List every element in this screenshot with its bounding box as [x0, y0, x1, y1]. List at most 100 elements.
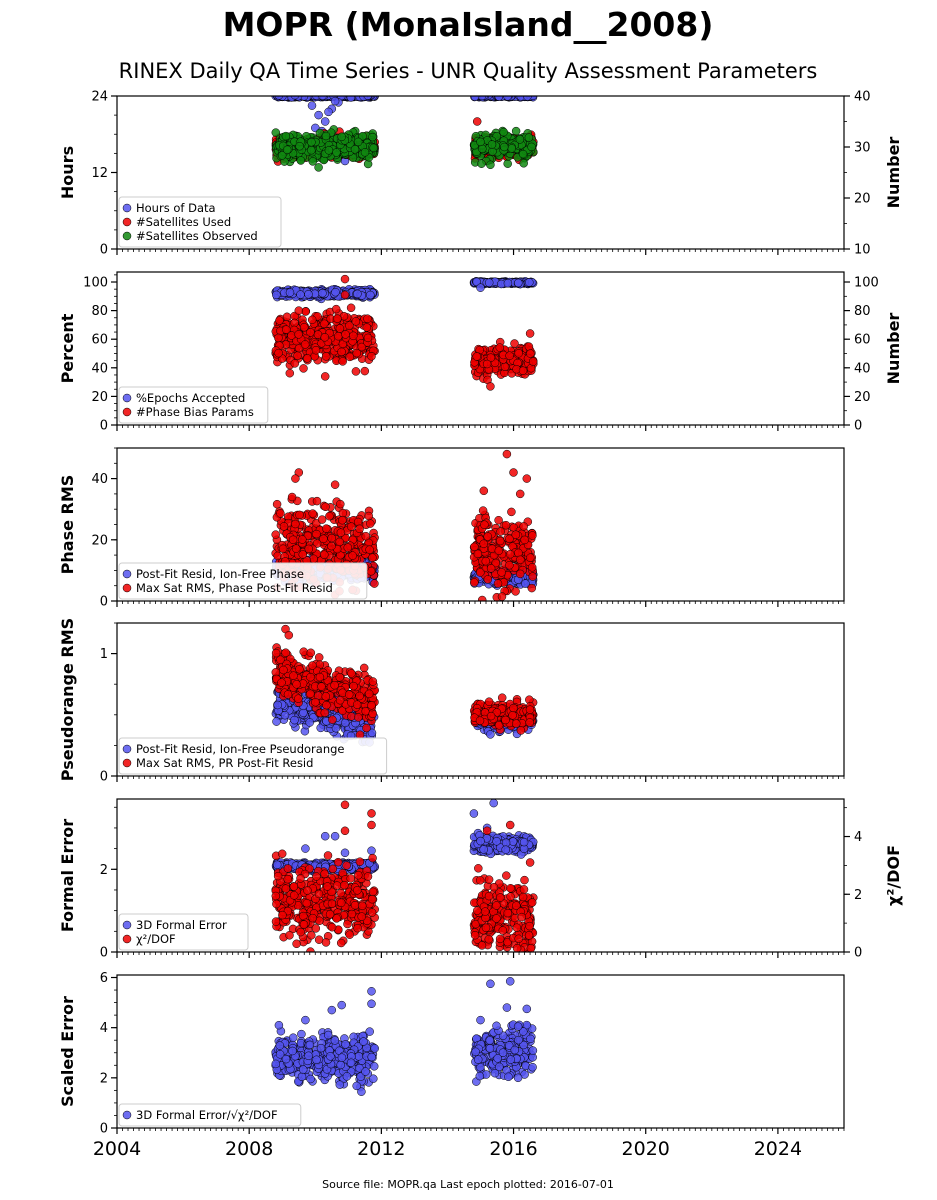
data-point: [493, 579, 503, 588]
data-point: [290, 96, 300, 100]
legend-label: %Epochs Accepted: [136, 391, 245, 405]
data-point: [363, 333, 373, 343]
data-point: [499, 127, 508, 137]
data-point: [318, 96, 327, 101]
data-point: [514, 278, 523, 288]
y-right-tick-label: 60: [854, 333, 871, 348]
data-point: [338, 508, 348, 518]
data-point: [524, 342, 534, 351]
data-point: [476, 137, 485, 147]
data-point: [516, 555, 525, 565]
data-point: [472, 117, 482, 126]
data-point: [520, 535, 529, 545]
y-tick-label: 0: [100, 419, 108, 434]
data-point: [494, 546, 504, 555]
data-point: [527, 563, 537, 572]
data-point: [281, 131, 291, 141]
data-point: [505, 351, 514, 360]
y-right-axis-label: Number: [884, 313, 903, 385]
y-right-tick-label: 40: [854, 361, 871, 376]
data-point: [518, 366, 528, 375]
data-point: [497, 592, 507, 601]
data-point: [362, 323, 372, 332]
data-point: [274, 348, 283, 358]
legend-marker: [122, 217, 132, 227]
series-red: [271, 274, 538, 391]
data-point: [479, 486, 489, 496]
legend-label: Post-Fit Resid, Ion-Free Phase: [136, 567, 304, 581]
data-point: [321, 131, 331, 141]
data-point: [307, 101, 317, 110]
data-point: [346, 96, 356, 102]
data-point: [298, 550, 308, 559]
data-point: [332, 148, 341, 157]
data-point: [335, 537, 344, 547]
data-point: [366, 519, 375, 528]
data-point: [295, 141, 304, 151]
data-point: [299, 323, 309, 332]
data-point: [294, 330, 303, 339]
figure-subtitle: RINEX Daily QA Time Series - UNR Quality…: [119, 59, 818, 83]
data-points: [271, 624, 538, 747]
data-point: [334, 331, 343, 341]
data-point: [515, 569, 525, 579]
data-point: [351, 317, 361, 326]
y-right-tick-label: 20: [854, 390, 871, 405]
data-point: [312, 496, 322, 506]
data-point: [367, 352, 376, 361]
data-point: [526, 553, 535, 562]
data-point: [331, 287, 340, 297]
data-point: [294, 306, 304, 315]
data-point: [353, 137, 363, 147]
data-point: [279, 522, 289, 531]
data-point: [320, 333, 330, 342]
data-point: [290, 359, 300, 368]
data-point: [487, 140, 497, 149]
legend-marker: [122, 203, 132, 213]
data-point: [319, 534, 328, 544]
data-point: [278, 544, 288, 554]
data-point: [470, 96, 480, 101]
data-point: [494, 515, 503, 525]
data-point: [322, 524, 331, 533]
data-point: [314, 163, 323, 172]
series-blue: [271, 277, 538, 304]
data-point: [285, 368, 295, 378]
data-point: [368, 553, 377, 562]
data-point: [337, 347, 346, 357]
y-right-tick-label: 40: [854, 90, 871, 105]
data-point: [337, 132, 346, 142]
data-point: [497, 568, 506, 577]
data-point: [524, 133, 534, 142]
data-point: [335, 324, 345, 333]
data-point: [321, 502, 330, 512]
y-tick-label: 40: [91, 472, 108, 487]
legend-label: Hours of Data: [136, 201, 216, 215]
data-point: [470, 578, 479, 587]
y-tick-label: 40: [91, 361, 108, 376]
data-point: [291, 474, 300, 483]
data-point: [360, 366, 370, 376]
legend-label: #Satellites Used: [136, 215, 231, 229]
data-point: [358, 131, 367, 141]
data-point: [274, 96, 284, 100]
data-point: [484, 278, 494, 287]
data-point: [507, 507, 516, 517]
data-point: [528, 572, 537, 581]
data-point: [330, 96, 340, 106]
data-point: [363, 314, 372, 323]
y-tick-label: 100: [83, 276, 108, 291]
data-point: [503, 159, 512, 168]
data-point: [526, 349, 535, 358]
legend-marker: [122, 393, 132, 403]
data-point: [365, 545, 374, 554]
data-point: [486, 160, 495, 170]
data-point: [324, 107, 333, 117]
data-point: [476, 283, 485, 292]
data-point: [312, 96, 321, 100]
data-point: [346, 303, 356, 313]
data-point: [299, 364, 308, 373]
data-point: [511, 587, 520, 596]
